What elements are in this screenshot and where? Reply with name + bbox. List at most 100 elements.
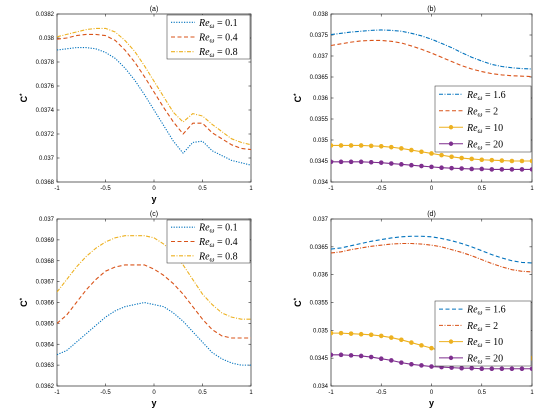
y-tick-label: 0.0362 — [36, 384, 55, 390]
subplot-title: (d) — [427, 211, 436, 218]
legend-label: Reω = 2 — [466, 321, 498, 333]
legend-label: Reω = 10 — [466, 337, 503, 349]
legend-marker — [448, 355, 454, 361]
series-point — [479, 166, 485, 172]
series-point — [378, 356, 384, 362]
x-tick-label: 1 — [530, 186, 534, 192]
y-tick-label: 0.0355 — [310, 301, 329, 307]
x-tick-label: 0 — [430, 390, 434, 396]
x-tick-label: 0.5 — [478, 186, 487, 192]
series-point — [409, 162, 414, 168]
series-line — [331, 39, 532, 78]
legend-label: Reω = 10 — [466, 123, 503, 135]
y-tick-label: 0.0345 — [310, 159, 329, 165]
x-tick-label: 1 — [249, 390, 253, 396]
x-tick-label: -1 — [328, 186, 334, 192]
series-point — [469, 166, 475, 172]
legend-label: Reω = 0.8 — [198, 251, 238, 263]
series-point — [331, 159, 334, 165]
series-point — [338, 159, 344, 165]
series-point — [368, 332, 374, 338]
series-line — [57, 264, 251, 339]
x-tick-label: -0.5 — [376, 390, 387, 396]
subplot-title: (b) — [427, 6, 436, 13]
series-point — [469, 365, 475, 371]
x-axis-label: y — [151, 398, 156, 408]
y-tick-label: 0.0375 — [310, 33, 329, 39]
series-line — [57, 235, 251, 320]
y-tick-label: 0.0378 — [36, 60, 55, 66]
x-axis-label: y — [151, 194, 156, 204]
y-tick-label: 0.036 — [313, 273, 329, 279]
legend-box — [434, 85, 532, 153]
legend: Reω = 1.6 Reω = 2 Reω = 10 Reω = 20 — [434, 300, 532, 367]
series-point — [388, 358, 394, 363]
series-point — [399, 146, 404, 151]
legend-marker — [448, 125, 454, 130]
series-point — [378, 333, 384, 339]
series-point — [509, 366, 515, 372]
series-point — [388, 335, 394, 340]
series-point — [479, 366, 485, 372]
series-point — [529, 366, 532, 372]
series-point — [439, 165, 444, 171]
series-line — [57, 33, 251, 151]
subplot-d: -1 -0.5 0 0.5 1 0.034 0.0345 0.035 0.0355 0.036 0.… — [293, 211, 534, 408]
series-point — [331, 143, 334, 148]
series-point — [429, 364, 434, 369]
legend: Reω = 0.1 Reω = 0.4 Reω = 0.8 — [166, 14, 251, 60]
legend-label: Reω = 0.8 — [198, 47, 238, 59]
series-point — [489, 366, 495, 372]
series-point — [429, 151, 434, 156]
series-point — [519, 366, 525, 372]
series-point — [368, 143, 374, 149]
series-point — [388, 144, 394, 150]
series-point — [529, 158, 532, 164]
y-tick-label: 0.0365 — [310, 75, 329, 81]
series-point — [338, 143, 344, 148]
plot-area — [57, 235, 251, 366]
y-axis-label: C* — [293, 297, 303, 307]
series-point — [409, 147, 414, 153]
x-tick-label: 0 — [430, 186, 434, 192]
series-point — [331, 352, 334, 358]
x-axis-label: y — [429, 398, 434, 408]
y-tick-label: 0.0368 — [36, 259, 55, 265]
series-line — [57, 47, 251, 166]
series-point — [338, 330, 344, 336]
y-tick-label: 0.0367 — [36, 280, 55, 286]
y-tick-label: 0.0374 — [36, 108, 55, 114]
series-point — [499, 167, 505, 172]
series-point — [449, 165, 454, 171]
legend-label: Reω = 1.6 — [466, 305, 506, 317]
series-point — [338, 352, 344, 358]
y-tick-label: 0.0369 — [36, 238, 55, 244]
series-point — [419, 363, 424, 368]
subplot-a: -1 -0.5 0 0.5 1 0.0368 0.037 0.0372 0.0374 0.0376… — [19, 6, 253, 204]
y-axis-label: C* — [19, 93, 29, 103]
series-point — [399, 337, 404, 343]
series-point — [419, 149, 424, 155]
series-point — [459, 166, 464, 171]
y-tick-label: 0.0376 — [36, 84, 55, 90]
series-point — [378, 144, 384, 149]
legend-label: Reω = 0.1 — [198, 18, 238, 30]
series-point — [489, 167, 495, 172]
x-tick-label: 1 — [249, 186, 253, 192]
y-tick-label: 0.034 — [313, 384, 329, 390]
series-point — [499, 158, 505, 163]
series-point — [529, 167, 532, 172]
y-tick-label: 0.038 — [313, 12, 329, 18]
series-point — [399, 162, 404, 167]
x-tick-label: -1 — [54, 390, 60, 396]
x-tick-label: 1 — [530, 390, 534, 396]
series-point — [331, 330, 334, 336]
legend-label: Reω = 20 — [466, 139, 503, 151]
series-point — [368, 159, 374, 165]
y-tick-label: 0.038 — [39, 36, 55, 42]
x-tick-label: -1 — [54, 186, 60, 192]
plot-area — [331, 29, 532, 172]
legend-label: Reω = 2 — [466, 106, 498, 118]
y-tick-label: 0.037 — [313, 217, 329, 223]
